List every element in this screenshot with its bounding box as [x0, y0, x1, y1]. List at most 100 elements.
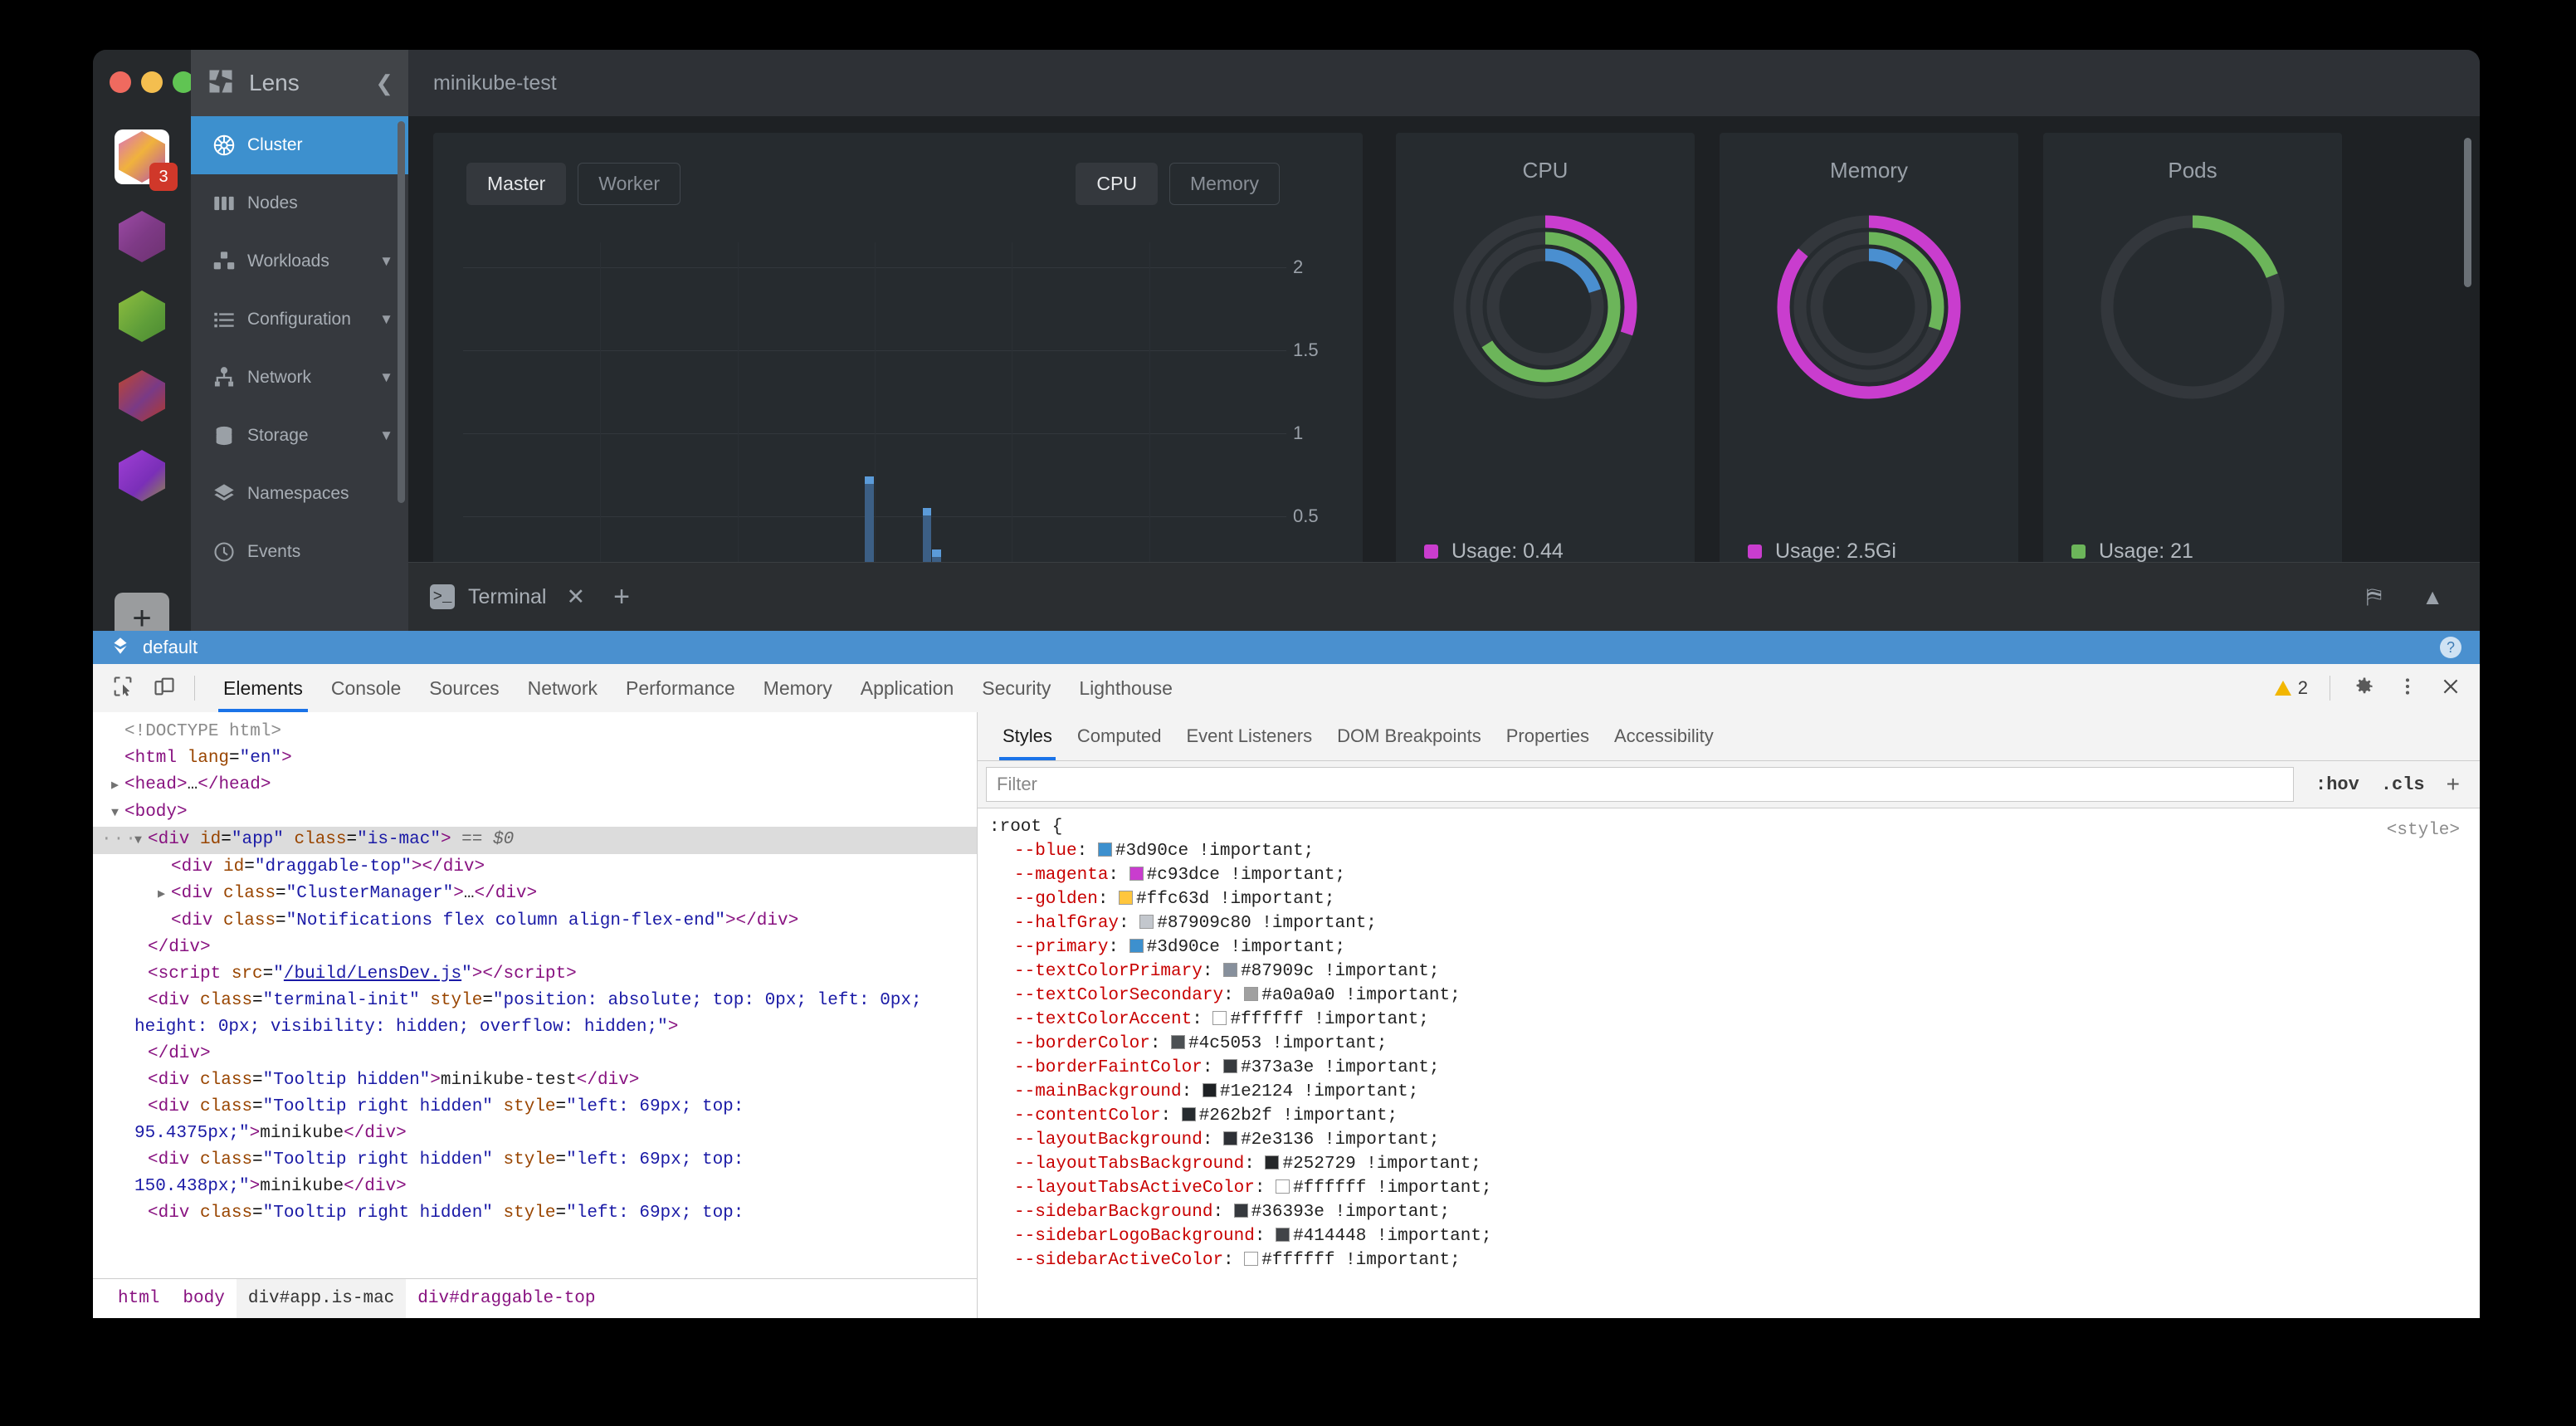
css-property[interactable]: --borderFaintColor: [1014, 1058, 1203, 1077]
cpu-metric-button[interactable]: CPU: [1076, 163, 1158, 205]
css-property[interactable]: --contentColor: [1014, 1106, 1161, 1126]
css-value[interactable]: #3d90ce !important;: [1115, 842, 1315, 861]
tab-application[interactable]: Application: [860, 677, 954, 699]
dashboard-scrollbar[interactable]: [2464, 138, 2471, 287]
css-declaration[interactable]: --mainBackground: #1e2124 !important;: [1014, 1082, 1419, 1101]
hover-state-button[interactable]: :hov: [2315, 774, 2359, 795]
filter-input[interactable]: Filter: [986, 767, 2295, 802]
class-toggle-button[interactable]: .cls: [2380, 774, 2425, 795]
color-swatch[interactable]: [1233, 1204, 1248, 1218]
window-maximize-button[interactable]: [173, 71, 194, 93]
tab-memory[interactable]: Memory: [763, 677, 832, 699]
dom-tree-line[interactable]: ▶ <head>…</head>: [93, 772, 977, 799]
tab-styles[interactable]: Styles: [999, 712, 1056, 760]
css-value[interactable]: #ffffff !important;: [1230, 1010, 1429, 1029]
color-swatch[interactable]: [1139, 915, 1154, 929]
css-property[interactable]: --sidebarLogoBackground: [1014, 1227, 1255, 1246]
css-property[interactable]: --borderColor: [1014, 1034, 1150, 1053]
dom-tree-line[interactable]: <div class="Tooltip right hidden" style=…: [148, 1204, 744, 1223]
css-property[interactable]: --magenta: [1014, 866, 1109, 885]
dom-tree-line[interactable]: </div>: [148, 938, 211, 957]
css-declaration[interactable]: --halfGray: #87909c80 !important;: [1014, 914, 1377, 933]
css-property[interactable]: --golden: [1014, 890, 1098, 909]
dom-tree-line[interactable]: <div class="Tooltip right hidden" style=…: [134, 1097, 754, 1143]
dom-expand-arrow[interactable]: ▼: [134, 833, 143, 847]
style-origin-link[interactable]: <style>: [2386, 821, 2460, 840]
css-value[interactable]: #ffffff !important;: [1293, 1179, 1492, 1198]
dom-tree-line[interactable]: ▶ <div class="ClusterManager">…</div>: [93, 881, 977, 908]
css-declaration[interactable]: --sidebarBackground: #36393e !important;: [1014, 1203, 1451, 1222]
css-declaration[interactable]: --textColorSecondary: #a0a0a0 !important…: [1014, 986, 1461, 1005]
window-minimize-button[interactable]: [141, 71, 163, 93]
sidebar-item-events[interactable]: Events: [191, 523, 408, 581]
dom-tree-line[interactable]: <script src="/build/LensDev.js"></script…: [148, 965, 577, 984]
dom-tree[interactable]: <!DOCTYPE html> <html lang="en"> ▶ <head>…<…: [93, 712, 977, 1278]
css-value[interactable]: #a0a0a0 !important;: [1261, 986, 1461, 1005]
gear-icon[interactable]: [2352, 675, 2375, 702]
sidebar-item-namespaces[interactable]: Namespaces: [191, 465, 408, 523]
color-swatch[interactable]: [1129, 939, 1144, 953]
css-property[interactable]: --sidebarActiveColor: [1014, 1251, 1224, 1270]
css-value[interactable]: #c93dce !important;: [1146, 866, 1346, 885]
css-property[interactable]: --layoutTabsBackground: [1014, 1155, 1245, 1174]
color-swatch[interactable]: [1223, 963, 1238, 977]
css-declaration[interactable]: --magenta: #c93dce !important;: [1014, 866, 1346, 885]
tab-console[interactable]: Console: [330, 677, 402, 699]
color-swatch[interactable]: [1276, 1228, 1290, 1242]
css-declaration[interactable]: --layoutBackground: #2e3136 !important;: [1014, 1131, 1440, 1150]
color-swatch[interactable]: [1202, 1083, 1217, 1097]
inspect-cursor-icon[interactable]: [111, 675, 134, 702]
css-declaration[interactable]: --sidebarLogoBackground: #414448 !import…: [1014, 1227, 1492, 1246]
css-value[interactable]: #373a3e !important;: [1241, 1058, 1440, 1077]
rule-selector[interactable]: :root {: [989, 818, 1063, 837]
dock-cluster-3[interactable]: [115, 289, 169, 344]
css-property[interactable]: --textColorAccent: [1014, 1010, 1193, 1029]
tab-event-listeners[interactable]: Event Listeners: [1186, 725, 1313, 746]
css-declaration[interactable]: --borderFaintColor: #373a3e !important;: [1014, 1058, 1440, 1077]
tab-properties[interactable]: Properties: [1505, 725, 1589, 746]
tab-network[interactable]: Network: [527, 677, 598, 699]
css-declaration[interactable]: --golden: #ffc63d !important;: [1014, 890, 1335, 909]
dock-cluster-2[interactable]: [115, 209, 169, 264]
kebab-menu-icon[interactable]: [2397, 676, 2418, 701]
color-swatch[interactable]: [1212, 1011, 1227, 1025]
css-value[interactable]: #1e2124 !important;: [1219, 1082, 1419, 1101]
memory-metric-button[interactable]: Memory: [1168, 163, 1280, 205]
css-declaration[interactable]: --layoutTabsActiveColor: #ffffff !import…: [1014, 1179, 1492, 1198]
dock-cluster-active[interactable]: 3: [115, 129, 178, 191]
sidebar-item-cluster[interactable]: Cluster: [191, 116, 408, 174]
css-property[interactable]: --layoutBackground: [1014, 1131, 1203, 1150]
css-declaration[interactable]: --textColorPrimary: #87909c !important;: [1014, 962, 1440, 981]
sidebar-item-network[interactable]: Network ▼: [191, 349, 408, 407]
cpu-usage-chart[interactable]: 2 1.5 1 0.5: [463, 242, 1319, 563]
css-value[interactable]: #414448 !important;: [1293, 1227, 1492, 1246]
chevron-down-icon[interactable]: ▼: [379, 311, 393, 327]
css-value[interactable]: #36393e !important;: [1251, 1203, 1451, 1222]
warning-badge[interactable]: 2: [2274, 677, 2308, 699]
css-value[interactable]: #ffffff !important;: [1261, 1251, 1461, 1270]
sidebar-item-workloads[interactable]: Workloads ▼: [191, 232, 408, 291]
fullscreen-icon[interactable]: ⛿: [2366, 584, 2382, 608]
sidebar-item-nodes[interactable]: Nodes: [191, 174, 408, 232]
css-value[interactable]: #87909c80 !important;: [1157, 914, 1377, 933]
css-value[interactable]: #3d90ce !important;: [1146, 938, 1346, 957]
css-property[interactable]: --primary: [1014, 938, 1109, 957]
color-swatch[interactable]: [1097, 842, 1112, 857]
css-value[interactable]: #4c5053 !important;: [1188, 1034, 1388, 1053]
style-rules-list[interactable]: <style> :root { --blue: #3d90ce !importa…: [978, 808, 2480, 1318]
breadcrumb-item[interactable]: html: [118, 1289, 160, 1308]
dock-cluster-4[interactable]: [115, 369, 169, 423]
color-swatch[interactable]: [1223, 1059, 1238, 1073]
color-swatch[interactable]: [1244, 987, 1259, 1001]
sidebar-item-configuration[interactable]: Configuration ▼: [191, 291, 408, 349]
css-declaration[interactable]: --contentColor: #262b2f !important;: [1014, 1106, 1398, 1126]
css-value[interactable]: #252729 !important;: [1282, 1155, 1481, 1174]
dom-tree-line[interactable]: <div class="terminal-init" style="positi…: [134, 991, 933, 1037]
color-swatch[interactable]: [1276, 1179, 1290, 1194]
css-property[interactable]: --textColorPrimary: [1014, 962, 1203, 981]
dom-tree-line[interactable]: ▼ <body>: [93, 799, 977, 827]
chevron-up-icon[interactable]: ▲: [2422, 584, 2443, 609]
color-swatch[interactable]: [1265, 1155, 1280, 1170]
dom-expand-arrow[interactable]: ▶: [111, 779, 120, 793]
chevron-down-icon[interactable]: ▼: [379, 427, 393, 443]
